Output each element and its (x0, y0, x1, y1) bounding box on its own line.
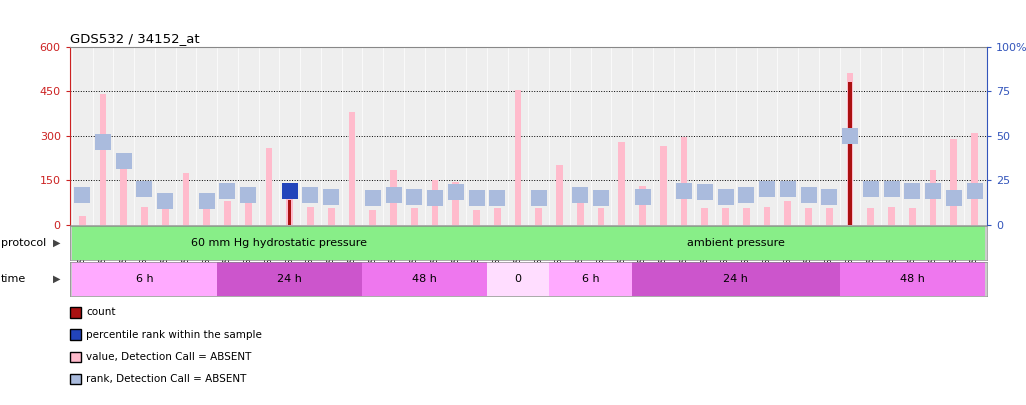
Bar (411, 209, 418, 225)
Bar (743, 209, 750, 225)
Bar (203, 209, 210, 225)
Bar (839, 262, 985, 296)
Bar (286, 195, 293, 225)
Text: rank, Detection Call = ABSENT: rank, Detection Call = ABSENT (86, 374, 246, 384)
Bar (288, 200, 291, 225)
Bar (79, 216, 85, 225)
Bar (577, 202, 584, 225)
Bar (849, 82, 852, 225)
Bar (120, 160, 127, 225)
Text: 60 mm Hg hydrostatic pressure: 60 mm Hg hydrostatic pressure (192, 238, 367, 248)
Bar (639, 186, 645, 225)
Bar (307, 207, 314, 225)
Bar (245, 196, 251, 225)
Text: 6 h: 6 h (582, 274, 599, 284)
Bar (218, 262, 362, 296)
Bar (515, 90, 521, 225)
Bar (432, 180, 438, 225)
Text: 48 h: 48 h (900, 274, 924, 284)
Bar (950, 139, 957, 225)
Bar (142, 207, 148, 225)
Bar (183, 173, 190, 225)
Text: ▶: ▶ (53, 274, 61, 284)
Bar (680, 137, 687, 225)
Bar (72, 226, 487, 260)
Bar (660, 146, 667, 225)
Bar (763, 207, 771, 225)
Bar (224, 201, 231, 225)
Bar (452, 182, 459, 225)
Bar (722, 209, 728, 225)
Text: 48 h: 48 h (412, 274, 437, 284)
Text: ▶: ▶ (53, 238, 61, 248)
Bar (362, 262, 487, 296)
Bar (889, 207, 895, 225)
Text: 24 h: 24 h (277, 274, 303, 284)
Text: percentile rank within the sample: percentile rank within the sample (86, 330, 262, 339)
Bar (266, 147, 272, 225)
Bar (72, 262, 218, 296)
Bar (972, 133, 978, 225)
Text: time: time (1, 274, 27, 284)
Bar (536, 209, 542, 225)
Bar (785, 201, 791, 225)
Bar (487, 262, 549, 296)
Bar (100, 94, 107, 225)
Bar (549, 262, 632, 296)
Text: count: count (86, 307, 116, 317)
Bar (909, 209, 915, 225)
Bar (390, 170, 397, 225)
Text: protocol: protocol (1, 238, 46, 248)
Bar (328, 209, 334, 225)
Bar (867, 209, 874, 225)
Bar (494, 209, 501, 225)
Bar (162, 209, 168, 225)
Bar (632, 262, 839, 296)
Text: 24 h: 24 h (723, 274, 748, 284)
Bar (349, 112, 355, 225)
Bar (619, 142, 625, 225)
Bar (702, 209, 708, 225)
Text: value, Detection Call = ABSENT: value, Detection Call = ABSENT (86, 352, 251, 362)
Bar (805, 209, 812, 225)
Bar (487, 226, 985, 260)
Bar (473, 210, 480, 225)
Bar (369, 210, 377, 225)
Bar (930, 170, 937, 225)
Bar (826, 209, 833, 225)
Bar (846, 73, 854, 225)
Text: 0: 0 (514, 274, 521, 284)
Text: 6 h: 6 h (135, 274, 153, 284)
Text: ambient pressure: ambient pressure (687, 238, 785, 248)
Bar (556, 165, 563, 225)
Text: GDS532 / 34152_at: GDS532 / 34152_at (70, 32, 199, 45)
Bar (598, 209, 604, 225)
